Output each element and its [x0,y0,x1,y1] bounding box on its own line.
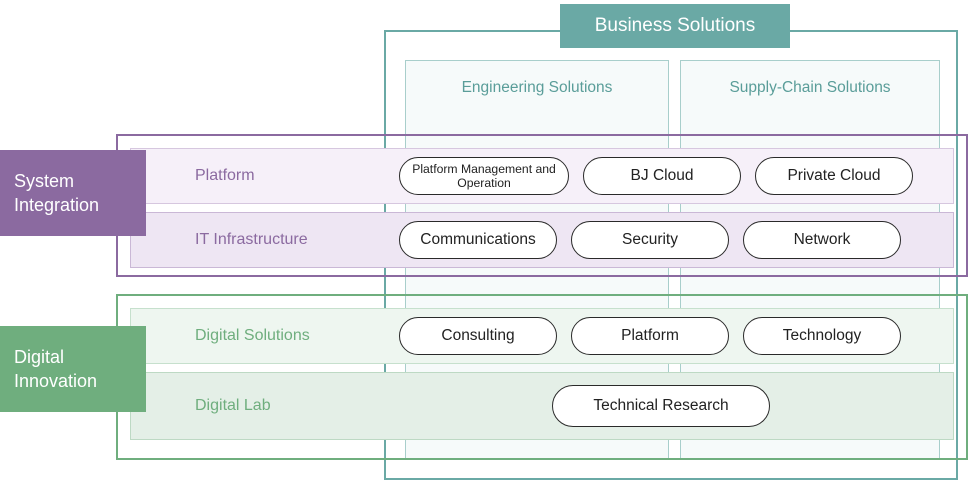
pill-security: Security [571,221,729,259]
pill-communications: Communications [399,221,557,259]
row-digital-lab-label: Digital Lab [131,397,399,415]
row-digital-lab-pills: Technical Research [399,385,953,427]
row-platform-label: Platform [131,167,399,185]
business-solutions-title: Business Solutions [560,4,790,48]
pill-consulting: Consulting [399,317,557,355]
row-it-infra-pills: Communications Security Network [399,221,953,259]
row-digital-solutions-label: Digital Solutions [131,327,399,345]
column-engineering-title: Engineering Solutions [406,79,668,97]
system-integration-box: Platform Platform Management and Operati… [116,134,968,277]
row-digital-lab: Digital Lab Technical Research [130,372,954,440]
pill-network: Network [743,221,901,259]
column-supply-chain-title: Supply-Chain Solutions [681,79,939,97]
pill-bj-cloud: BJ Cloud [583,157,741,195]
side-label-system-integration: SystemIntegration [0,150,146,236]
row-it-infra-label: IT Infrastructure [131,231,399,249]
row-digital-solutions: Digital Solutions Consulting Platform Te… [130,308,954,364]
side-label-digital-innovation: DigitalInnovation [0,326,146,412]
digital-innovation-box: Digital Solutions Consulting Platform Te… [116,294,968,460]
pill-platform-mgmt: Platform Management and Operation [399,157,569,195]
row-it-infra: IT Infrastructure Communications Securit… [130,212,954,268]
pill-private-cloud: Private Cloud [755,157,913,195]
pill-technology: Technology [743,317,901,355]
pill-technical-research: Technical Research [552,385,770,427]
pill-platform: Platform [571,317,729,355]
diagram-canvas: Business Solutions Engineering Solutions… [0,0,980,500]
row-platform-pills: Platform Management and Operation BJ Clo… [399,157,953,195]
row-platform: Platform Platform Management and Operati… [130,148,954,204]
row-digital-solutions-pills: Consulting Platform Technology [399,317,953,355]
